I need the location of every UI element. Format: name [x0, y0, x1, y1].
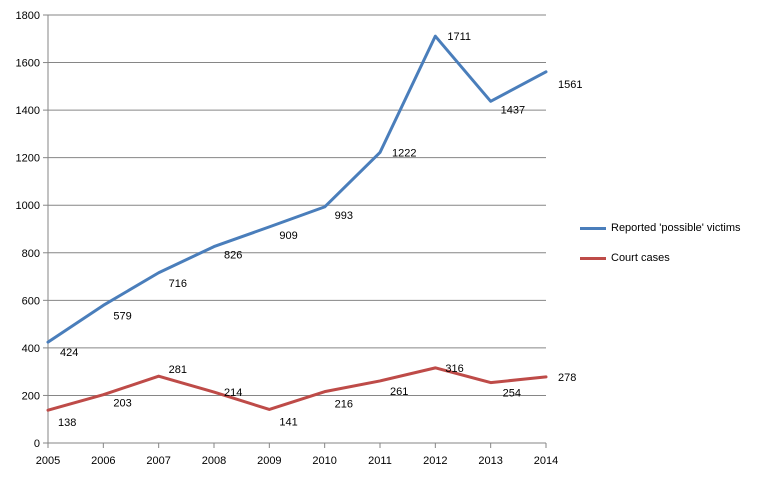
data-label: 424: [60, 347, 78, 359]
data-label: 316: [445, 363, 463, 375]
legend-label-court-cases: Court cases: [611, 252, 670, 264]
data-label: 716: [169, 278, 187, 290]
data-label: 579: [113, 310, 131, 322]
x-tick-label: 2009: [257, 455, 281, 467]
data-label: 281: [169, 364, 187, 376]
data-label: 203: [113, 398, 131, 410]
data-label: 141: [279, 416, 297, 428]
data-label: 826: [224, 250, 242, 262]
x-tick-label: 2005: [36, 455, 60, 467]
legend-label-victims: Reported 'possible' victims: [611, 222, 741, 234]
y-tick-label: 0: [34, 438, 40, 450]
data-label: 1222: [392, 147, 416, 159]
y-tick-label: 600: [22, 295, 40, 307]
data-label: 1711: [447, 31, 471, 43]
data-label: 216: [335, 399, 353, 411]
x-tick-label: 2013: [478, 455, 502, 467]
legend-item-victims: Reported 'possible' victims: [580, 220, 741, 236]
legend-swatch-court-cases: [580, 257, 606, 260]
data-label: 993: [335, 210, 353, 222]
data-label: 278: [558, 372, 576, 384]
series-lines: [48, 36, 546, 410]
data-labels: 424 579 716 826 909 993 1222 1711 1437 1561 138 203…: [58, 31, 582, 429]
x-tick-label: 2014: [534, 455, 558, 467]
data-label: 254: [503, 388, 521, 400]
y-tick-label: 400: [22, 343, 40, 355]
x-tick-label: 2011: [368, 455, 392, 467]
data-label: 138: [58, 417, 76, 429]
data-label: 261: [390, 386, 408, 398]
gridlines: [48, 15, 546, 395]
x-tick-label: 2008: [202, 455, 226, 467]
data-label: 1561: [558, 79, 582, 91]
y-tick-label: 1000: [16, 200, 40, 212]
y-tick-label: 1200: [16, 153, 40, 165]
data-label: 214: [224, 387, 242, 399]
data-label: 1437: [501, 104, 525, 116]
x-tick-label: 2007: [146, 455, 170, 467]
series-line-0: [48, 36, 546, 342]
data-label: 909: [279, 230, 297, 242]
y-tick-label: 1600: [16, 58, 40, 70]
x-tick-label: 2010: [312, 455, 336, 467]
x-tick-label: 2006: [91, 455, 115, 467]
legend-swatch-victims: [580, 227, 606, 230]
y-tick-label: 1400: [16, 105, 40, 117]
y-tick-label: 1800: [16, 10, 40, 22]
y-tick-label: 200: [22, 390, 40, 402]
x-tick-label: 2012: [423, 455, 447, 467]
legend: Reported 'possible' victims Court cases: [580, 220, 741, 280]
legend-item-court-cases: Court cases: [580, 250, 741, 266]
y-tick-label: 800: [22, 248, 40, 260]
